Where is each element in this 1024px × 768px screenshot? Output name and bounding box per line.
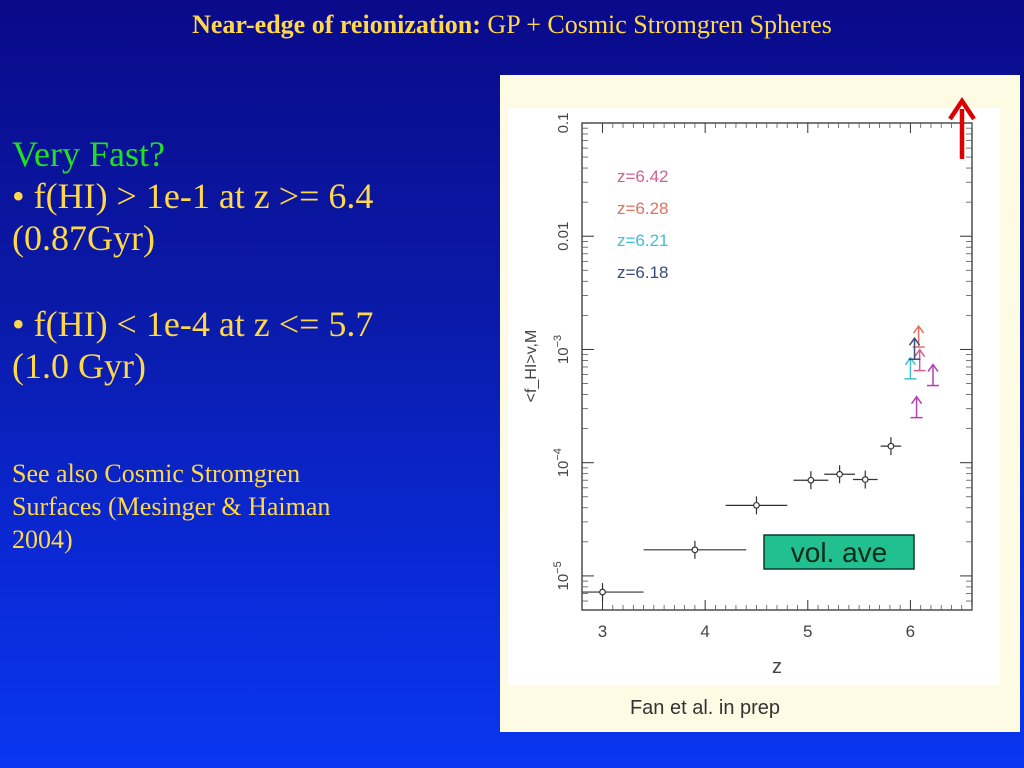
lower-limit-arrow-1	[913, 324, 925, 334]
legend-entry-1: z=6.28	[617, 199, 669, 218]
note-line-2: Surfaces (Mesinger & Haiman	[12, 492, 331, 521]
red-up-arrow-head	[948, 96, 976, 121]
note-text: See also Cosmic Stromgren Surfaces (Mesi…	[12, 457, 492, 556]
lower-limit-arrow-3	[908, 336, 921, 346]
y-axis-label: <f_HI>v,M	[523, 330, 540, 403]
x-tick-label-6: 6	[906, 622, 915, 641]
legend-entry-3: z=6.18	[617, 263, 669, 282]
legend-entry-2: z=6.21	[617, 231, 669, 250]
x-tick-label-3: 3	[598, 622, 607, 641]
data-point-2	[753, 501, 760, 509]
figure-caption: Fan et al. in prep	[629, 697, 781, 719]
title-bold: Near-edge of reionization:	[192, 10, 481, 39]
bullet-2-line-1: • f(HI) < 1e-4 at z <= 5.7	[12, 304, 374, 344]
note-line-3: 2004)	[12, 525, 73, 554]
lower-limit-arrow-5	[910, 395, 923, 405]
x-tick-label-5: 5	[803, 622, 812, 641]
slide-title: Near-edge of reionization: GP + Cosmic S…	[0, 10, 1024, 40]
lower-limit-arrow-2	[904, 356, 917, 366]
data-point-6	[887, 442, 895, 450]
y-tick-label: 0.01	[555, 222, 572, 251]
left-text-column: Very Fast? • f(HI) > 1e-1 at z >= 6.4 (0…	[12, 133, 492, 556]
lower-limit-arrow-0	[914, 348, 926, 358]
y-tick-label: 0.1	[555, 113, 572, 134]
bullet-1-line-1: • f(HI) > 1e-1 at z >= 6.4	[12, 176, 374, 216]
data-point-1	[691, 546, 699, 554]
data-point-5	[861, 476, 869, 483]
annotation-box	[763, 534, 915, 570]
title-rest: GP + Cosmic Stromgren Spheres	[480, 10, 832, 39]
data-point-3	[807, 476, 815, 484]
note-line-1: See also Cosmic Stromgren	[12, 459, 301, 488]
y-tick-label: 10−3	[552, 335, 572, 364]
x-axis-label: z	[772, 656, 782, 678]
y-tick-label: 10−4	[552, 448, 572, 477]
heading-very-fast: Very Fast?	[12, 134, 165, 174]
x-tick-label-4: 4	[700, 622, 709, 641]
figure-panel: 3 4 5 6 10−5 10−4 10−3 0.01 0.1 z=6.42 z=6.28 z=6.…	[500, 75, 1020, 732]
bullet-1-line-2: (0.87Gyr)	[12, 218, 155, 258]
lower-limit-arrow-4	[927, 363, 939, 372]
annotation-vol-ave: vol. ave	[791, 537, 888, 568]
data-point-4	[836, 470, 844, 478]
data-point-0	[599, 588, 606, 596]
legend-entry-0: z=6.42	[617, 167, 669, 186]
chart-svg: 3 4 5 6 10−5 10−4 10−3 0.01 0.1 z=6.42 z=6.28 z=6.…	[508, 96, 1000, 685]
y-tick-label: 10−5	[552, 561, 572, 590]
bullet-2-line-2: (1.0 Gyr)	[12, 346, 146, 386]
plot-background	[508, 108, 1000, 685]
